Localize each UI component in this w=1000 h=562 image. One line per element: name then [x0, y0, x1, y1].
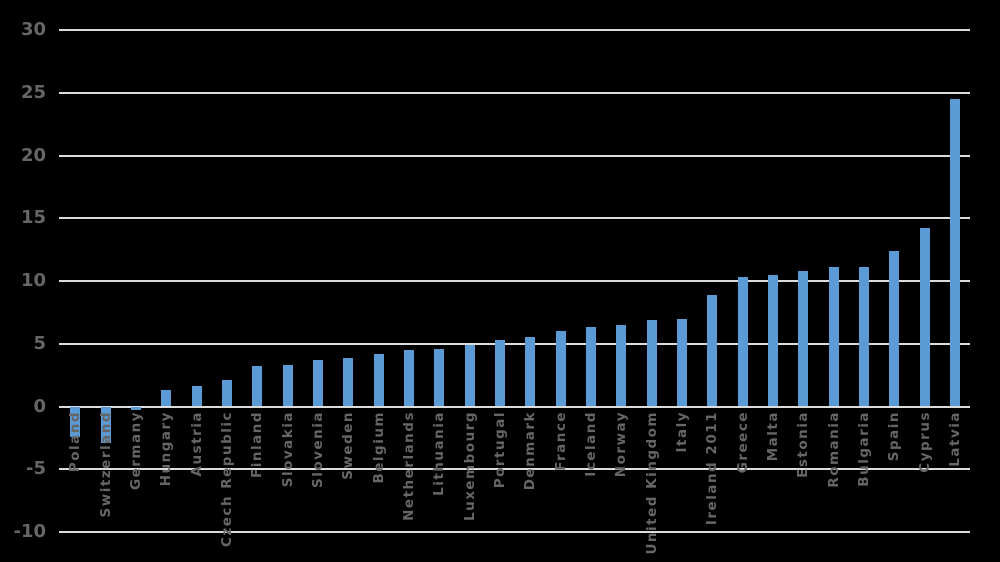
x-label-luxembourg: Luxembourg [461, 411, 478, 522]
x-label-iceland: Iceland [582, 411, 599, 477]
y-tick-label-5: 5 [33, 332, 46, 354]
bar-malta [767, 274, 778, 407]
x-label-poland: Poland [67, 411, 84, 473]
x-label-latvia: Latvia [946, 411, 963, 467]
y-tick-label--10: -10 [13, 521, 46, 542]
bar-italy [676, 318, 687, 407]
y-tick-label-10: 10 [20, 270, 46, 291]
bar-austria [191, 386, 202, 407]
x-label-belgium: Belgium [370, 411, 387, 484]
x-label-portugal: Portugal [491, 411, 508, 489]
gridline-10 [59, 280, 970, 282]
x-label-lithuania: Lithuania [431, 411, 448, 496]
x-label-sweden: Sweden [340, 411, 357, 480]
x-label-switzerland: Switzerland [97, 411, 114, 518]
bar-estonia [798, 270, 809, 407]
gridline-0 [59, 405, 970, 408]
x-label-bulgaria: Bulgaria [855, 411, 872, 487]
gridline-20 [59, 154, 970, 157]
bar-hungary [161, 390, 172, 407]
bar-united-kingdom [646, 319, 657, 407]
bar-norway [616, 324, 627, 407]
x-label-denmark: Denmark [522, 411, 539, 491]
x-label-austria: Austria [188, 411, 205, 477]
gridline-25 [59, 91, 970, 94]
x-label-cyprus: Cyprus [916, 411, 933, 473]
gridline--10 [59, 531, 970, 533]
bar-ireland-2011 [707, 294, 718, 407]
bar-bulgaria [858, 267, 869, 407]
y-tick-label-30: 30 [20, 19, 46, 40]
gridline-5 [59, 342, 970, 345]
bar-latvia [949, 99, 960, 407]
x-label-estonia: Estonia [795, 411, 812, 478]
bar-switzerland [100, 406, 111, 443]
y-tick-label-25: 25 [20, 81, 46, 103]
bar-iceland [585, 327, 596, 407]
bar-denmark [525, 337, 536, 407]
bar-cyprus [919, 228, 930, 407]
gridline-30 [59, 29, 970, 31]
y-tick-label--5: -5 [26, 458, 46, 480]
bar-germany [130, 406, 141, 411]
gridline--5 [59, 468, 970, 471]
y-tick-label-20: 20 [20, 144, 46, 166]
x-label-hungary: Hungary [158, 411, 175, 487]
bar-czech-republic [221, 380, 232, 407]
y-tick-label-15: 15 [20, 207, 46, 229]
bar-slovakia [282, 365, 293, 407]
x-label-czech-republic: Czech Republic [218, 411, 235, 547]
bar-belgium [373, 353, 384, 407]
bar-netherlands [403, 350, 414, 407]
x-label-ireland-2011: Ireland 2011 [704, 411, 721, 526]
bar-slovenia [312, 360, 323, 407]
x-label-norway: Norway [613, 411, 630, 478]
bar-sweden [343, 357, 354, 407]
bar-france [555, 331, 566, 407]
bar-lithuania [434, 348, 445, 407]
bar-finland [252, 366, 263, 407]
bar-romania [828, 267, 839, 407]
x-label-germany: Germany [127, 411, 144, 490]
y-tick-label-0: 0 [33, 395, 46, 417]
bar-greece [737, 277, 748, 407]
bar-luxembourg [464, 345, 475, 407]
x-label-united-kingdom: United Kingdom [643, 411, 660, 555]
x-label-slovenia: Slovenia [309, 411, 326, 488]
x-label-spain: Spain [886, 411, 903, 462]
x-label-france: France [552, 411, 569, 471]
bar-spain [889, 250, 900, 407]
x-label-slovakia: Slovakia [279, 411, 296, 488]
x-label-greece: Greece [734, 411, 751, 474]
x-label-malta: Malta [764, 411, 781, 462]
gridline-15 [59, 217, 970, 220]
bar-portugal [494, 339, 505, 407]
x-label-romania: Romania [825, 411, 842, 488]
bar-poland [70, 406, 81, 437]
x-label-finland: Finland [249, 411, 266, 478]
x-label-italy: Italy [673, 411, 690, 453]
x-label-netherlands: Netherlands [400, 411, 417, 521]
